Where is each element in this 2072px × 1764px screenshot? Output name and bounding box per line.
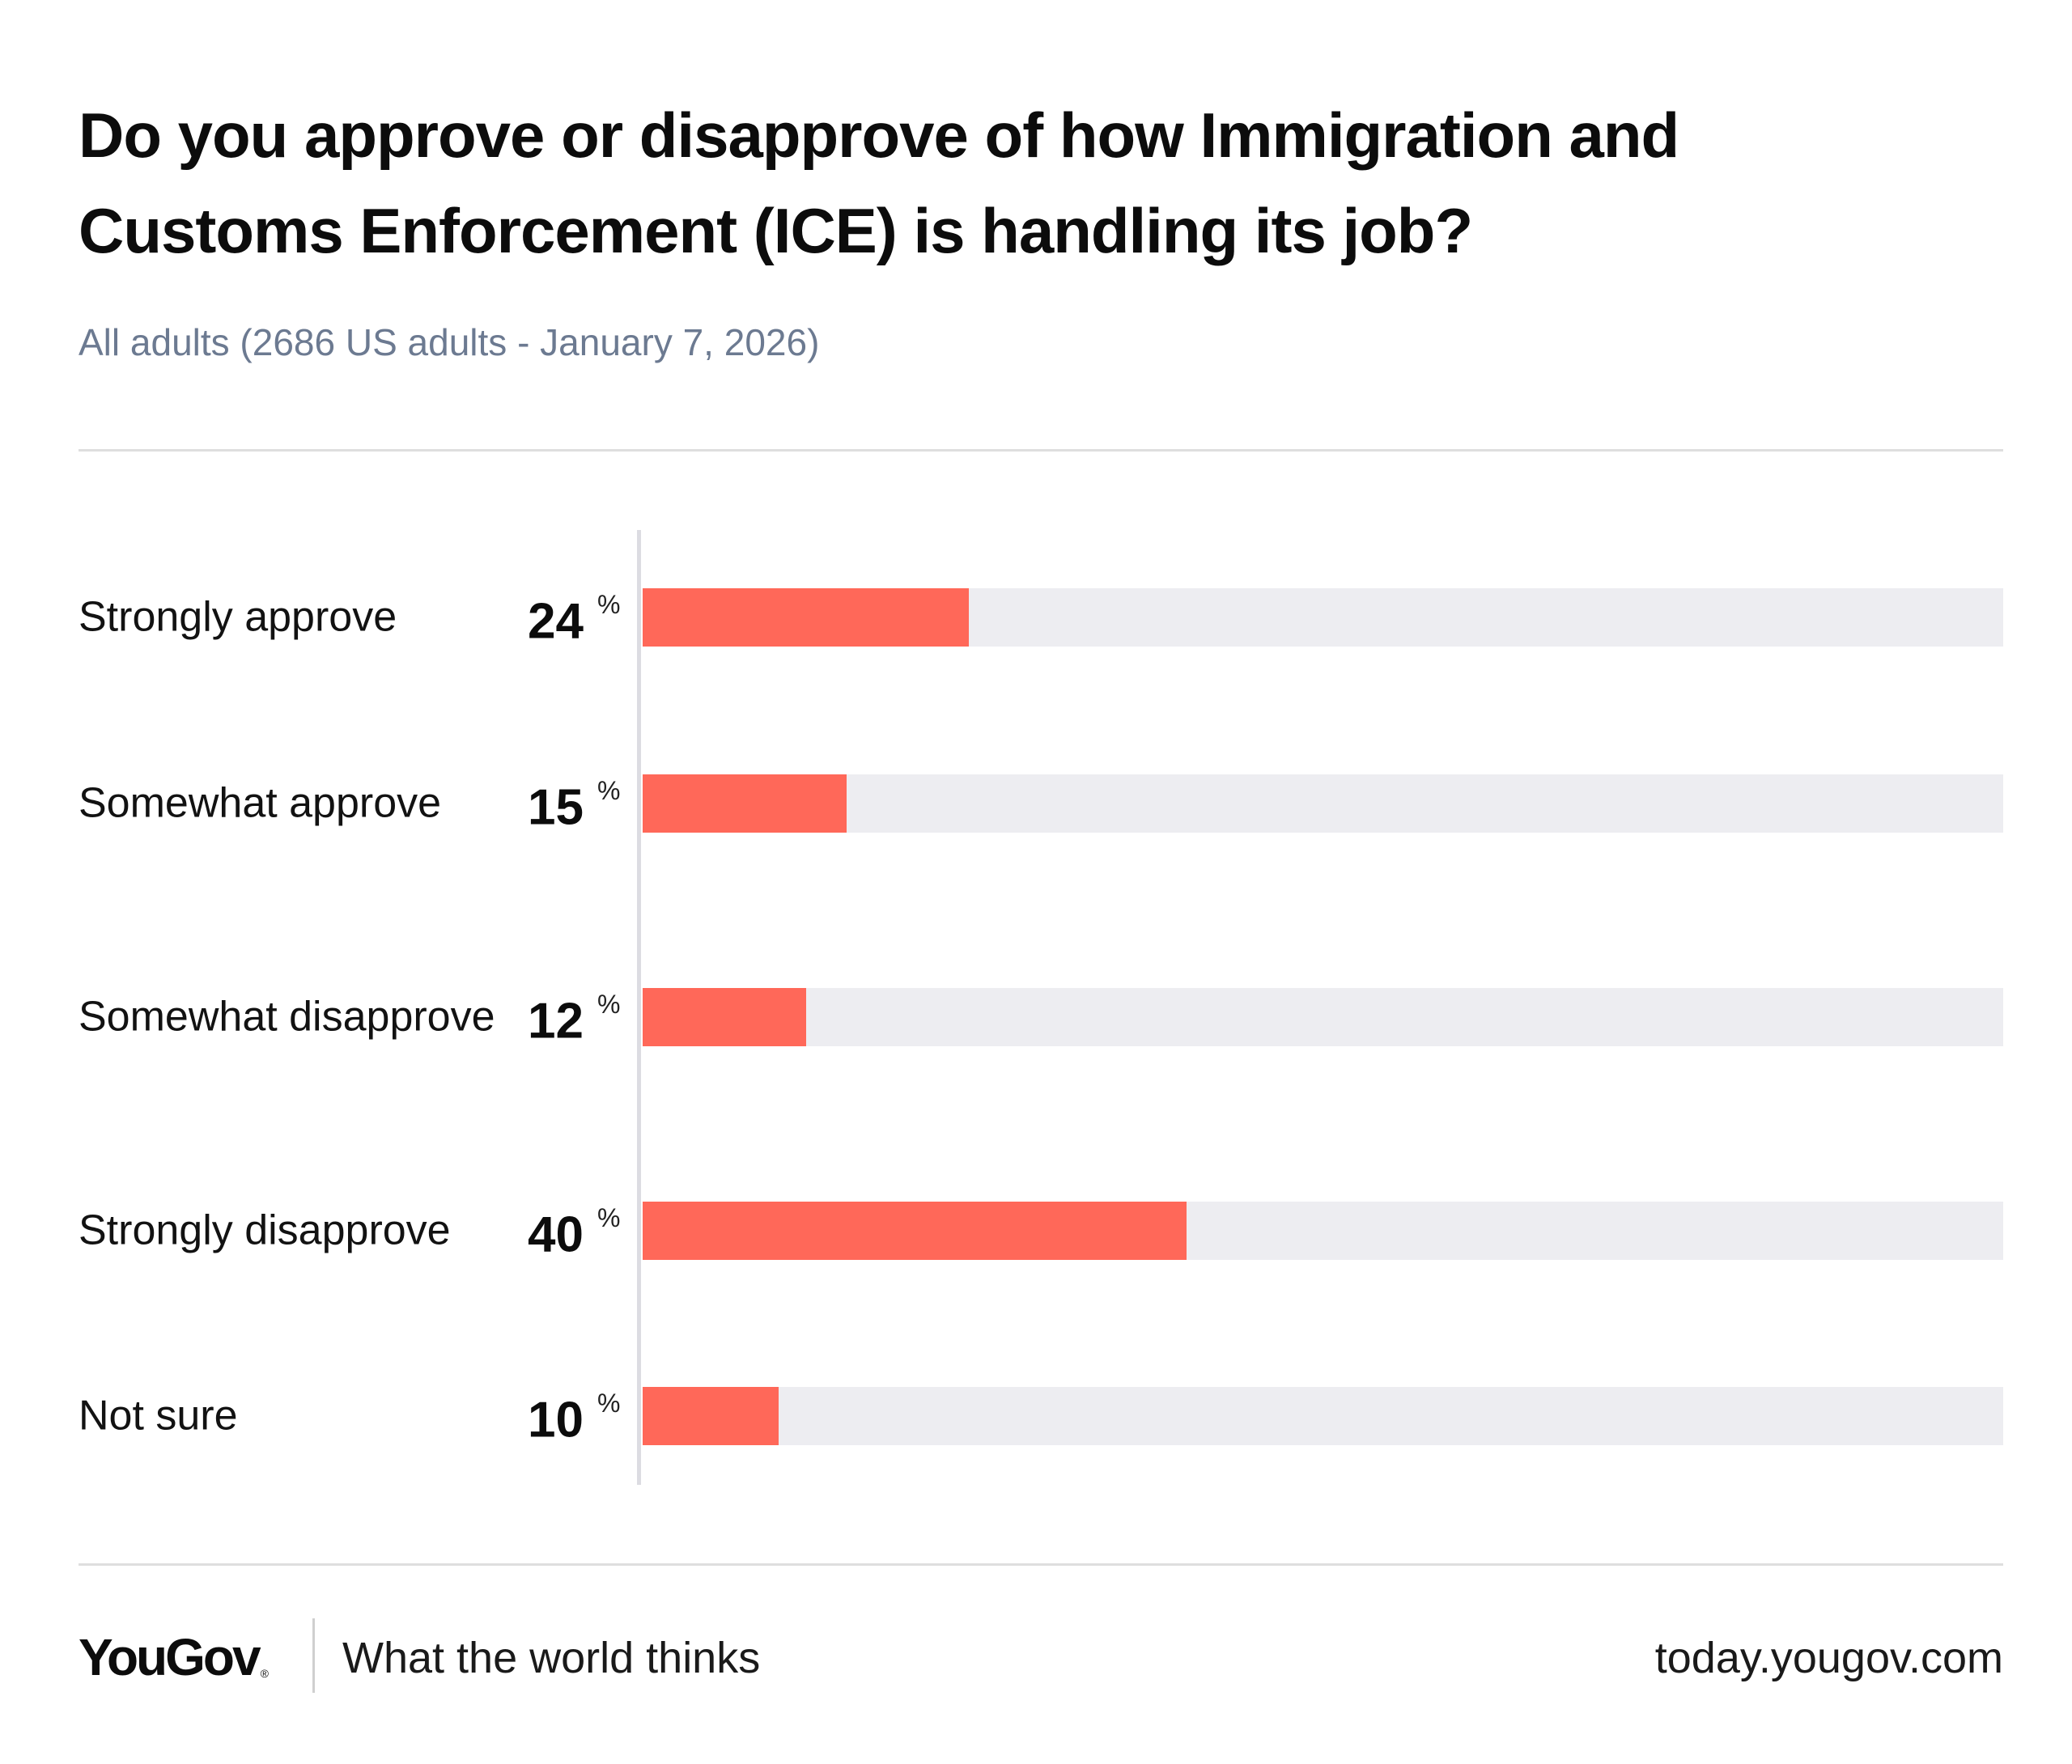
footer-url-link[interactable]: today.yougov.com <box>1654 1634 2003 1682</box>
bar-fill <box>643 988 806 1046</box>
category-label: Strongly disapprove <box>79 1206 451 1254</box>
bottom-divider <box>79 1563 2003 1566</box>
bar-fill <box>643 1387 779 1445</box>
footer-divider <box>312 1618 315 1693</box>
chart-title: Do you approve or disapprove of how Immi… <box>79 100 1679 266</box>
footer-tagline: What the world thinks <box>342 1634 761 1682</box>
bar-track <box>643 774 2003 833</box>
category-label: Not sure <box>79 1392 238 1440</box>
percent-sign: % <box>597 775 621 805</box>
registered-mark: ® <box>260 1667 269 1680</box>
category-label: Somewhat disapprove <box>79 993 495 1041</box>
top-divider <box>79 449 2003 452</box>
value-label: 10 <box>528 1392 584 1448</box>
category-label: Somewhat approve <box>79 779 442 827</box>
value-label: 15 <box>528 779 584 836</box>
value-label: 24 <box>528 593 584 650</box>
category-label: Strongly approve <box>79 593 397 641</box>
bar-fill <box>643 1202 1187 1260</box>
bar-track <box>643 988 2003 1046</box>
percent-sign: % <box>597 1202 621 1232</box>
brand-name: YouGov <box>79 1628 261 1686</box>
bar-track <box>643 1387 2003 1445</box>
value-label: 40 <box>528 1206 584 1263</box>
percent-sign: % <box>597 589 621 619</box>
yougov-logo[interactable]: YouGov ® <box>79 1626 269 1688</box>
bar-fill <box>643 774 847 833</box>
chart-subtitle: All adults (2686 US adults - January 7, … <box>79 321 820 363</box>
value-label: 12 <box>528 993 584 1049</box>
bar-fill <box>643 588 970 647</box>
bar-track <box>643 588 2003 647</box>
percent-sign: % <box>597 989 621 1019</box>
bar-axis-line <box>637 530 641 1485</box>
bar-track <box>643 1202 2003 1260</box>
percent-sign: % <box>597 1388 621 1418</box>
